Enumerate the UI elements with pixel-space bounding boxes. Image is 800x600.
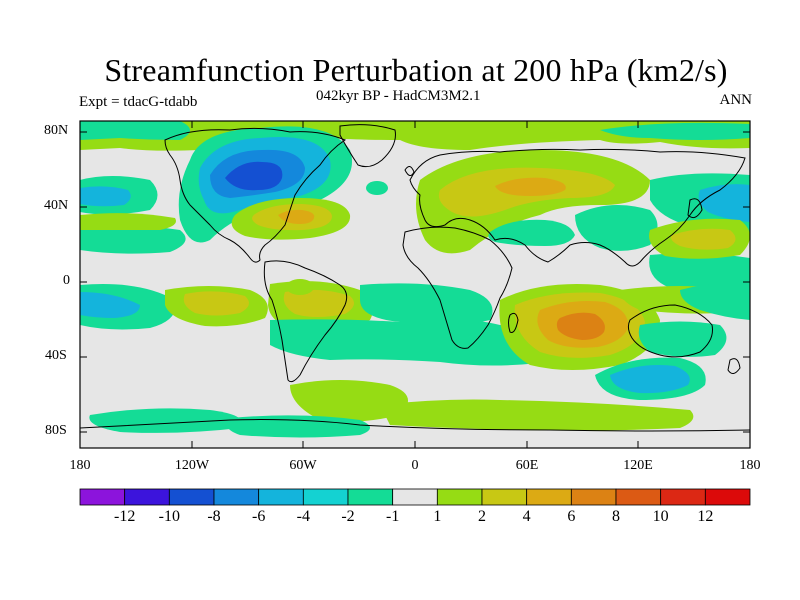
colorbar-swatch — [168, 488, 215, 506]
southern-teal-band-west — [360, 283, 493, 326]
coast-africa — [402, 226, 513, 349]
colorbar-label: 10 — [652, 508, 669, 525]
plot-subtitle-center: 042kyr BP - HadCM3M2.1 — [316, 88, 481, 104]
na-low-4 — [225, 161, 283, 191]
colorbar-label: -8 — [207, 508, 221, 525]
colorbar-label: 1 — [433, 508, 442, 525]
wpac-west-green — [80, 225, 186, 254]
colorbar-swatch — [481, 488, 528, 506]
colorbar-label: 12 — [697, 508, 714, 525]
east-pacific-low-2 — [80, 292, 140, 318]
arctic-teal — [80, 121, 190, 140]
wpac-high-inner — [671, 228, 736, 250]
coast-antarctica — [80, 419, 750, 432]
npac-east-teal — [649, 253, 750, 290]
experiment-label: Expt = tdacG-tdabb — [79, 94, 198, 110]
east-pac-teal-right — [680, 283, 750, 320]
atlantic-teal-blob — [366, 181, 388, 195]
colorbar-label: 8 — [612, 508, 620, 525]
south-america-high-2 — [283, 289, 354, 317]
colorbar-swatch — [213, 488, 260, 506]
south-high-band-2 — [380, 399, 694, 431]
colorbar-swatch — [79, 488, 126, 506]
south-high-band-1 — [290, 380, 408, 422]
lon-label-60e: 60E — [515, 458, 539, 473]
colorbar-label: -10 — [158, 508, 180, 525]
colorbar — [79, 488, 751, 506]
indian-high-4 — [556, 312, 605, 340]
season-label: ANN — [719, 92, 753, 108]
coast-madagascar — [508, 312, 519, 333]
colorbar-swatch — [615, 488, 662, 506]
southern-ocean-low-2 — [610, 365, 690, 394]
natl-high-3 — [278, 209, 315, 224]
colorbar-label: -6 — [251, 508, 266, 525]
contour-field — [80, 121, 750, 448]
npac-west-green — [80, 213, 176, 230]
lon-ticks — [79, 121, 751, 448]
npac-east-2 — [698, 184, 750, 222]
colorbar-label: 6 — [567, 508, 576, 525]
lat-label-0: 0 — [63, 273, 70, 288]
colorbar-label: 2 — [478, 508, 486, 525]
south-high-band-3 — [89, 408, 242, 433]
coast-eurasia — [409, 148, 746, 267]
lon-label-0: 0 — [411, 458, 419, 473]
lat-label-80s: 80S — [45, 423, 67, 438]
colorbar-swatch — [258, 488, 304, 506]
colorbar-label: -2 — [341, 508, 355, 525]
colorbar-swatch — [392, 488, 438, 506]
colorbar-swatch — [302, 488, 349, 506]
lon-label-120e: 120E — [623, 458, 653, 473]
colorbar-swatch — [660, 488, 706, 506]
colorbar-label: 4 — [522, 508, 531, 525]
coast-north-america — [164, 127, 347, 263]
colorbar-swatch — [704, 488, 751, 506]
coast-australia — [627, 304, 713, 358]
colorbar-swatch — [570, 488, 617, 506]
colorbar-swatch — [526, 488, 572, 506]
lat-ticks — [80, 131, 750, 433]
coast-japan — [687, 198, 703, 219]
coast-south-america — [263, 260, 348, 383]
lon-label-60w: 60W — [289, 458, 317, 473]
coast-new-zealand — [727, 358, 741, 374]
south-pacific-high-2 — [183, 291, 249, 316]
tropical-green-blob — [286, 279, 314, 295]
eurasia-high-3 — [495, 177, 566, 196]
lat-label-80n: 80N — [44, 123, 69, 138]
lon-label-180e: 180 — [739, 458, 761, 473]
colorbar-swatch — [436, 488, 483, 506]
colorbar-label: -4 — [296, 508, 310, 525]
coast-greenland — [339, 124, 396, 168]
lat-label-40n: 40N — [44, 198, 69, 213]
colorbar-swatch — [347, 488, 394, 506]
mideast-teal — [488, 219, 575, 246]
wpac-west-2 — [80, 186, 131, 207]
lat-label-40s: 40S — [45, 348, 67, 363]
southern-teal-band — [270, 319, 560, 366]
australia-teal — [638, 321, 727, 357]
asia-teal — [575, 205, 658, 251]
colorbar-swatch — [124, 488, 170, 506]
antarctic-teal — [226, 415, 370, 438]
coastlines — [80, 124, 750, 432]
lon-label-120w: 120W — [174, 458, 210, 473]
colorbar-label: -12 — [113, 508, 136, 525]
lon-label-180w: 180 — [69, 458, 91, 473]
colorbar-label: -1 — [385, 508, 400, 525]
plot-title: Streamfunction Perturbation at 200 hPa (… — [104, 52, 728, 88]
coast-uk — [404, 166, 415, 176]
